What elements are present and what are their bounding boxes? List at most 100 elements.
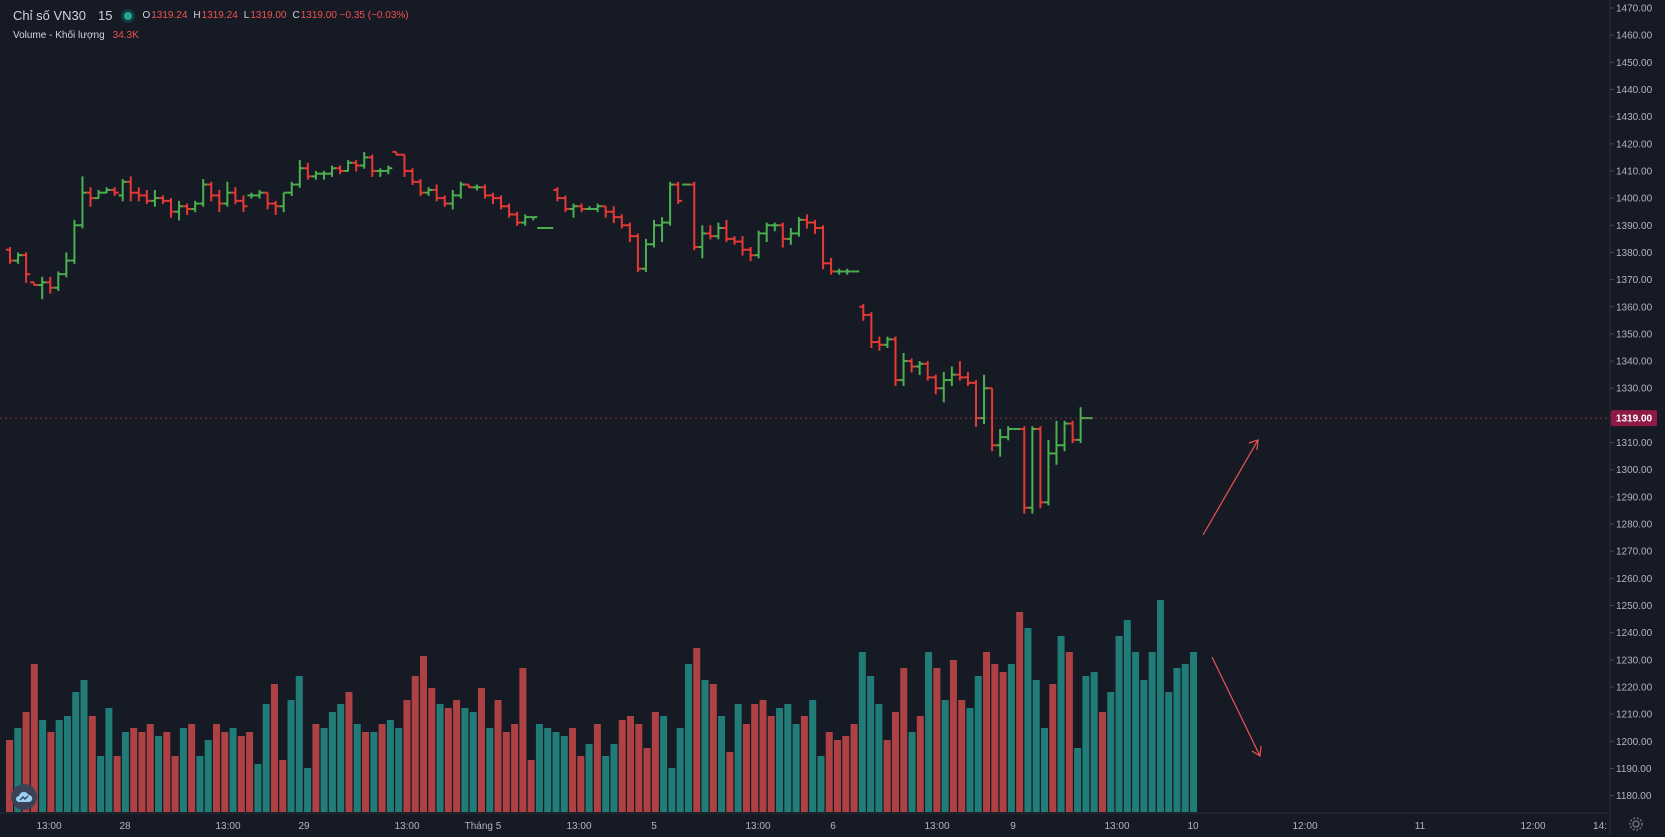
- ohlc-bar: [30, 281, 39, 287]
- price-tick-label: 1310.00: [1616, 438, 1653, 449]
- ohlc-bar: [843, 268, 852, 275]
- volume-bar: [39, 720, 47, 812]
- price-tick-label: 1220.00: [1616, 683, 1653, 694]
- interval-label[interactable]: 15: [97, 8, 113, 23]
- price-arrow-annotation[interactable]: [1202, 439, 1259, 536]
- ohlc-bar: [722, 219, 731, 243]
- ohlc-bar: [867, 312, 876, 348]
- ohlc-bar: [472, 184, 481, 191]
- ohlc-bar: [368, 154, 377, 177]
- volume-bar: [569, 728, 577, 812]
- volume-bar: [378, 724, 386, 812]
- volume-bar: [254, 764, 262, 812]
- ohlc-bar: [150, 189, 159, 207]
- ohlc-bar: [835, 268, 844, 275]
- time-axis[interactable]: 13:00 28 13:00 29 13:00 Tháng 5 13:00 5 13:00 6 13…: [36, 821, 1606, 832]
- ohlc-bar: [54, 271, 63, 291]
- ohlc-bar: [344, 160, 353, 172]
- ohlc-bar: [851, 270, 860, 273]
- volume-bar: [328, 712, 336, 812]
- ohlc-bar: [625, 222, 634, 243]
- ohlc-bar: [1028, 426, 1037, 514]
- volume-bar: [229, 728, 237, 812]
- volume-bar: [585, 744, 593, 812]
- ohlc-bar: [22, 252, 31, 283]
- ohlc-bar: [883, 336, 892, 348]
- price-tick-label: 1300.00: [1616, 465, 1653, 476]
- volume-bar: [345, 692, 353, 812]
- volume-bar: [477, 688, 485, 812]
- volume-bar: [221, 732, 229, 812]
- volume-bar: [1148, 652, 1156, 812]
- volume-bar: [461, 708, 469, 812]
- volume-bar: [121, 732, 129, 812]
- gear-icon[interactable]: [1628, 816, 1644, 832]
- volume-bar: [279, 760, 287, 812]
- price-tick-label: 1430.00: [1616, 112, 1653, 123]
- volume-bar: [320, 728, 328, 812]
- volume-label[interactable]: Volume - Khối lượng: [13, 30, 105, 41]
- ohlc-bar: [633, 233, 642, 272]
- price-tick-label: 1270.00: [1616, 547, 1653, 558]
- price-tick-label: 1260.00: [1616, 574, 1653, 585]
- volume-bar: [693, 648, 701, 812]
- ohlc-bar: [392, 150, 401, 156]
- volume-bar: [1181, 664, 1189, 812]
- volume-bar: [411, 676, 419, 812]
- volume-bar: [560, 736, 568, 812]
- volume-bar: [651, 712, 659, 812]
- time-tick-label: 29: [298, 821, 310, 832]
- ohlc-bar: [440, 195, 449, 207]
- volume-bar: [1032, 680, 1040, 812]
- volume-bar: [428, 688, 436, 812]
- volume-bar: [97, 756, 105, 812]
- ohlc-bar: [480, 184, 489, 199]
- volume-bars: [6, 600, 1198, 812]
- symbol-name[interactable]: Chỉ số VN30: [13, 8, 86, 23]
- ohlc-bar: [207, 181, 216, 202]
- volume-bar: [146, 724, 154, 812]
- price-tick-label: 1370.00: [1616, 275, 1653, 286]
- volume-bar: [941, 700, 949, 812]
- volume-arrow-annotation[interactable]: [1211, 656, 1262, 758]
- ohlc-bar: [1020, 426, 1029, 514]
- volume-bar: [1098, 712, 1106, 812]
- ohlc-bar: [674, 181, 683, 205]
- volume-bar: [684, 664, 692, 812]
- price-tick-label: 1180.00: [1616, 791, 1652, 802]
- time-tick-label: 13:00: [745, 821, 770, 832]
- volume-bar: [312, 724, 320, 812]
- volume-bar: [105, 708, 113, 812]
- ohlc-bar: [778, 222, 787, 248]
- volume-bar: [163, 732, 171, 812]
- ohlc-bar: [899, 352, 908, 387]
- ohlc-bar: [70, 219, 79, 264]
- volume-bar: [469, 712, 477, 812]
- ohlc-bar: [682, 183, 691, 186]
- volume-bar: [386, 720, 394, 812]
- volume-bar: [933, 668, 941, 812]
- ohlc-bar: [658, 217, 667, 243]
- volume-bar: [767, 716, 775, 812]
- ohlc-bar: [802, 214, 811, 229]
- volume-bar: [502, 732, 510, 812]
- volume-bar: [958, 700, 966, 812]
- volume-bar: [1140, 680, 1148, 812]
- ohlc-bar: [271, 200, 280, 215]
- ohlc-bar: [158, 195, 167, 205]
- close-key: C: [292, 10, 300, 21]
- volume-bar: [47, 732, 55, 812]
- volume-bar: [858, 652, 866, 812]
- price-tick-label: 1250.00: [1616, 601, 1653, 612]
- ohlc-bar: [199, 179, 208, 207]
- price-tick-label: 1200.00: [1616, 737, 1653, 748]
- ohlc-bar: [215, 189, 224, 213]
- ohlc-bar: [279, 191, 288, 213]
- ohlc-bar: [754, 230, 763, 259]
- ohlc-bar: [416, 179, 425, 196]
- ohlc-bar: [738, 236, 747, 256]
- volume-bar: [867, 676, 875, 812]
- cloud-logo-icon[interactable]: [11, 784, 37, 810]
- volume-bar: [1123, 620, 1131, 812]
